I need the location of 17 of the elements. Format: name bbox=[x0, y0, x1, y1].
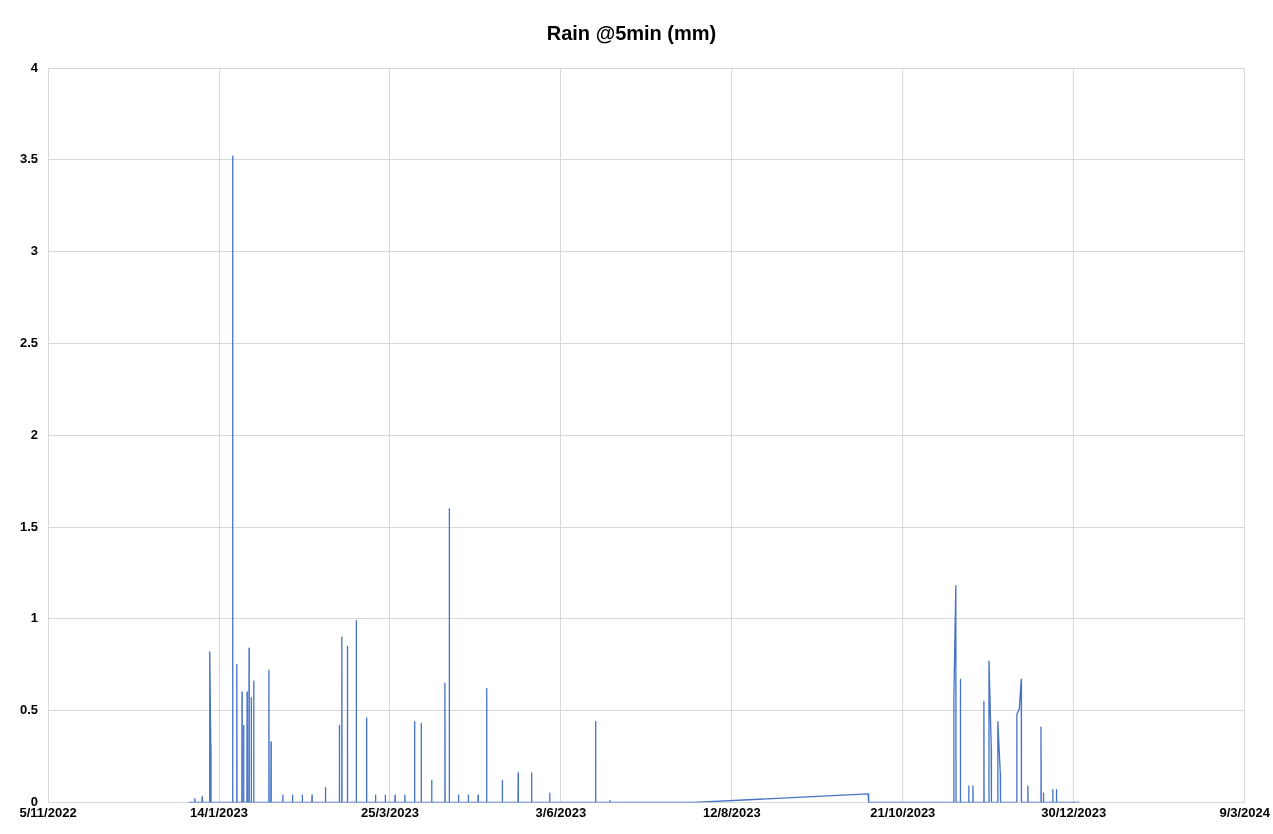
chart-title: Rain @5min (mm) bbox=[546, 21, 717, 44]
y-tick-label: 0.5 bbox=[19, 702, 39, 718]
y-tick-label: 3 bbox=[30, 243, 39, 259]
x-tick-label: 30/12/2023 bbox=[1041, 804, 1107, 820]
y-tick-label: 0 bbox=[30, 793, 39, 809]
x-tick-label: 21/10/2023 bbox=[870, 804, 936, 820]
y-tick-label: 2 bbox=[30, 426, 39, 442]
x-tick-label: 14/1/2023 bbox=[190, 804, 248, 820]
y-tick-label: 1.5 bbox=[19, 518, 39, 534]
y-tick-label: 1 bbox=[30, 610, 39, 626]
y-tick-label: 2.5 bbox=[19, 334, 39, 350]
x-tick-label: 9/3/2024 bbox=[1219, 804, 1271, 820]
x-tick-label: 12/8/2023 bbox=[702, 804, 761, 820]
y-tick-label: 4 bbox=[30, 59, 39, 75]
y-tick-label: 3.5 bbox=[19, 151, 39, 167]
x-tick-label: 25/3/2023 bbox=[361, 804, 419, 820]
x-tick-label: 3/6/2023 bbox=[535, 804, 587, 820]
